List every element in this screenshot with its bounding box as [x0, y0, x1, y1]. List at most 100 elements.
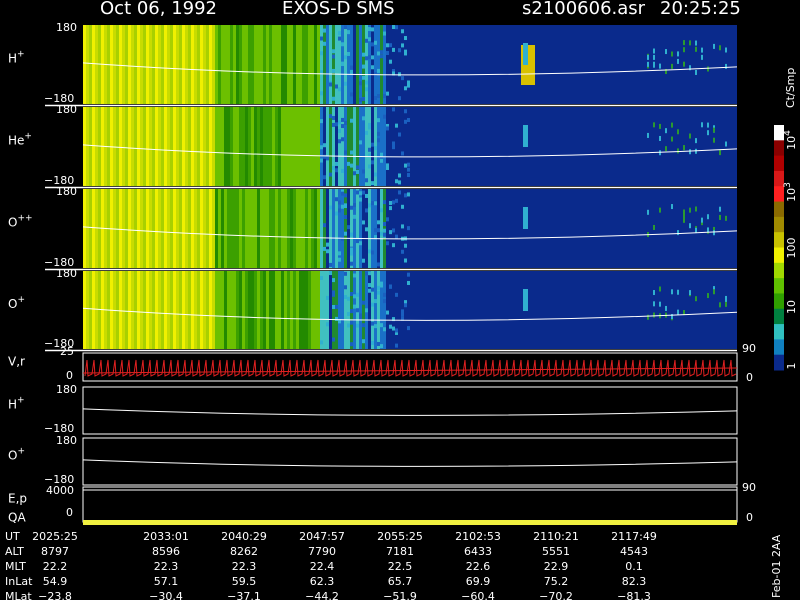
spectrum-column [569, 189, 572, 268]
spectrum-column [428, 107, 431, 186]
spectrum-cell [335, 304, 338, 309]
spectrum-column [155, 271, 158, 349]
spectrum-column [719, 189, 722, 268]
spectrum-column [302, 25, 305, 104]
spectrum-column [485, 107, 488, 186]
spectrum-column [290, 189, 293, 268]
spectrum-column [557, 25, 560, 104]
spectrum-column [158, 189, 161, 268]
axis-bottom: −180 [44, 473, 74, 486]
spectrum-column [638, 189, 641, 268]
spectrum-cell [368, 37, 371, 42]
spectrum-cell [341, 117, 344, 122]
spectrum-column [632, 25, 635, 104]
spectrum-column [641, 107, 644, 186]
spectrum-cell [338, 87, 341, 92]
spectrum-cell [392, 228, 395, 233]
spectrum-cell [713, 127, 715, 133]
spectrum-cell [719, 45, 721, 51]
spectrum-column [629, 189, 632, 268]
spectrum-column [266, 107, 269, 186]
spectrum-column [713, 107, 716, 186]
footer-value: 22.5 [388, 560, 413, 573]
spectrum-column [254, 271, 257, 349]
spectrum-cell [659, 207, 661, 213]
colorbar-label-base: 1 [785, 363, 798, 370]
spectrum-column [491, 271, 494, 349]
spectrum-column [689, 271, 692, 349]
spectrum-column [239, 107, 242, 186]
spectrum-column [728, 271, 731, 349]
spectrum-cell [335, 316, 338, 321]
spectrum-cell [344, 120, 347, 125]
spectrum-column [626, 25, 629, 104]
spectrum-cell [665, 146, 667, 152]
spectrum-column [647, 107, 650, 186]
spectrum-column [557, 107, 560, 186]
spectrum-cell [677, 51, 679, 57]
spectrum-column [89, 25, 92, 104]
spectrum-cell [401, 224, 404, 229]
spectrum-cell [371, 142, 374, 147]
spectrum-column [146, 271, 149, 349]
spectrum-cell [368, 153, 371, 158]
spectrum-column [164, 25, 167, 104]
spectrum-column [701, 189, 704, 268]
spectrum-column [173, 25, 176, 104]
spectrum-cell [713, 286, 715, 292]
spectrum-column [644, 189, 647, 268]
spectrum-column [302, 107, 305, 186]
panel-label-base: He [8, 133, 24, 147]
spectrum-cell [371, 42, 374, 47]
footer-value: 82.3 [622, 575, 647, 588]
spectrum-column [647, 271, 650, 349]
spectrum-cell [407, 192, 410, 197]
spectrum-cell [404, 243, 407, 248]
footer-value: 62.3 [310, 575, 335, 588]
spectrum-cell [695, 206, 697, 212]
spectrum-cell [323, 143, 326, 148]
spectrum-column [374, 271, 377, 349]
spectrum-column [365, 107, 368, 186]
panel-label: H+ [8, 49, 25, 65]
spectrum-column [473, 107, 476, 186]
colorbar-label: 10 [785, 300, 798, 314]
spectrum-column [728, 189, 731, 268]
spectrum-cell [344, 295, 347, 300]
spectrum-cell [347, 161, 350, 166]
spectrum-column [518, 25, 521, 104]
spectrum-cell [341, 168, 344, 173]
spectrum-column [368, 189, 371, 268]
spectrum-column [218, 107, 221, 186]
spectrum-column [734, 189, 737, 268]
spectrum-cell [677, 309, 679, 315]
spectrum-column [551, 271, 554, 349]
spectrum-column [704, 271, 707, 349]
spectrum-column [218, 189, 221, 268]
spectrum-column [428, 271, 431, 349]
spectrum-column [611, 25, 614, 104]
spectrum-cell [647, 54, 649, 60]
spectrum-column [422, 107, 425, 186]
spectrum-cell [407, 326, 410, 331]
spectrum-column [443, 271, 446, 349]
spectrum-column [563, 189, 566, 268]
spectrum-column [608, 25, 611, 104]
spectrum-column [614, 271, 617, 349]
spectrum-column [629, 25, 632, 104]
spectrum-cell [365, 308, 368, 313]
spectrum-cell [395, 330, 398, 335]
footer-value: 22.3 [154, 560, 179, 573]
spectrum-column [290, 107, 293, 186]
spectrum-column [491, 25, 494, 104]
spectrum-cell [671, 204, 673, 210]
spectrum-column [680, 25, 683, 104]
spectrum-column [542, 271, 545, 349]
colorbar-cell [774, 262, 784, 279]
spectrum-column [377, 107, 380, 186]
velocity-right-bottom: 0 [746, 371, 753, 384]
spectrum-cell [392, 68, 395, 73]
spectrum-column [473, 271, 476, 349]
spectrum-column [227, 107, 230, 186]
footer-row-label: ALT [5, 545, 24, 558]
